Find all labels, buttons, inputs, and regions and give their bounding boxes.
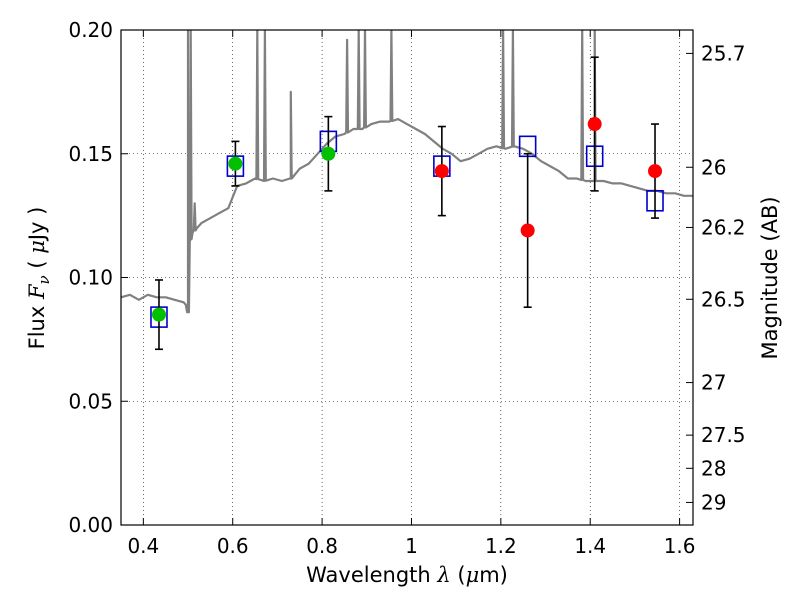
y2-tick-label: 27	[701, 371, 726, 395]
optical-point	[151, 307, 166, 322]
optical-point	[321, 146, 336, 161]
nir-point	[587, 117, 602, 132]
model-spectrum-line	[121, 30, 693, 314]
y2-tick-label: 26.2	[701, 215, 746, 239]
x-axis-label: Wavelength λ (μm)	[306, 563, 508, 587]
model-spectrum	[121, 30, 693, 314]
y-axis-label: Flux Fν ( μJy )	[25, 207, 53, 350]
x-tick-label: 1.2	[485, 534, 517, 558]
x-tick-label: 0.6	[217, 534, 249, 558]
nir-point	[648, 164, 663, 179]
y-tick-label: 0.15	[68, 142, 113, 166]
y2-tick-label: 25.7	[701, 41, 746, 65]
optical-point	[228, 156, 243, 171]
y2-tick-label: 29	[701, 490, 726, 514]
y2-axis-label: Magnitude (AB)	[758, 196, 782, 359]
y2-tick-label: 27.5	[701, 423, 746, 447]
y-tick-label: 0.20	[68, 18, 113, 42]
y2-tick-label: 28	[701, 456, 726, 480]
y-tick-label: 0.05	[68, 389, 113, 413]
y-tick-label: 0.10	[68, 266, 113, 290]
y2-tick-label: 26.5	[701, 287, 746, 311]
x-tick-label: 0.4	[127, 534, 159, 558]
y2-tick-label: 26	[701, 155, 726, 179]
x-tick-label: 1.4	[574, 534, 606, 558]
nir-point	[434, 164, 449, 179]
nir-point	[520, 223, 535, 238]
axis-ticks: 0.4 0.6 0.8 1 1.2 1.4 1.6 0.00 0.05 0.10 0.15 0.20 2…	[68, 18, 745, 558]
x-tick-label: 0.8	[306, 534, 338, 558]
data-points	[150, 56, 664, 351]
x-tick-label: 1	[405, 534, 418, 558]
y-tick-label: 0.00	[68, 513, 113, 537]
x-tick-label: 1.6	[664, 534, 696, 558]
